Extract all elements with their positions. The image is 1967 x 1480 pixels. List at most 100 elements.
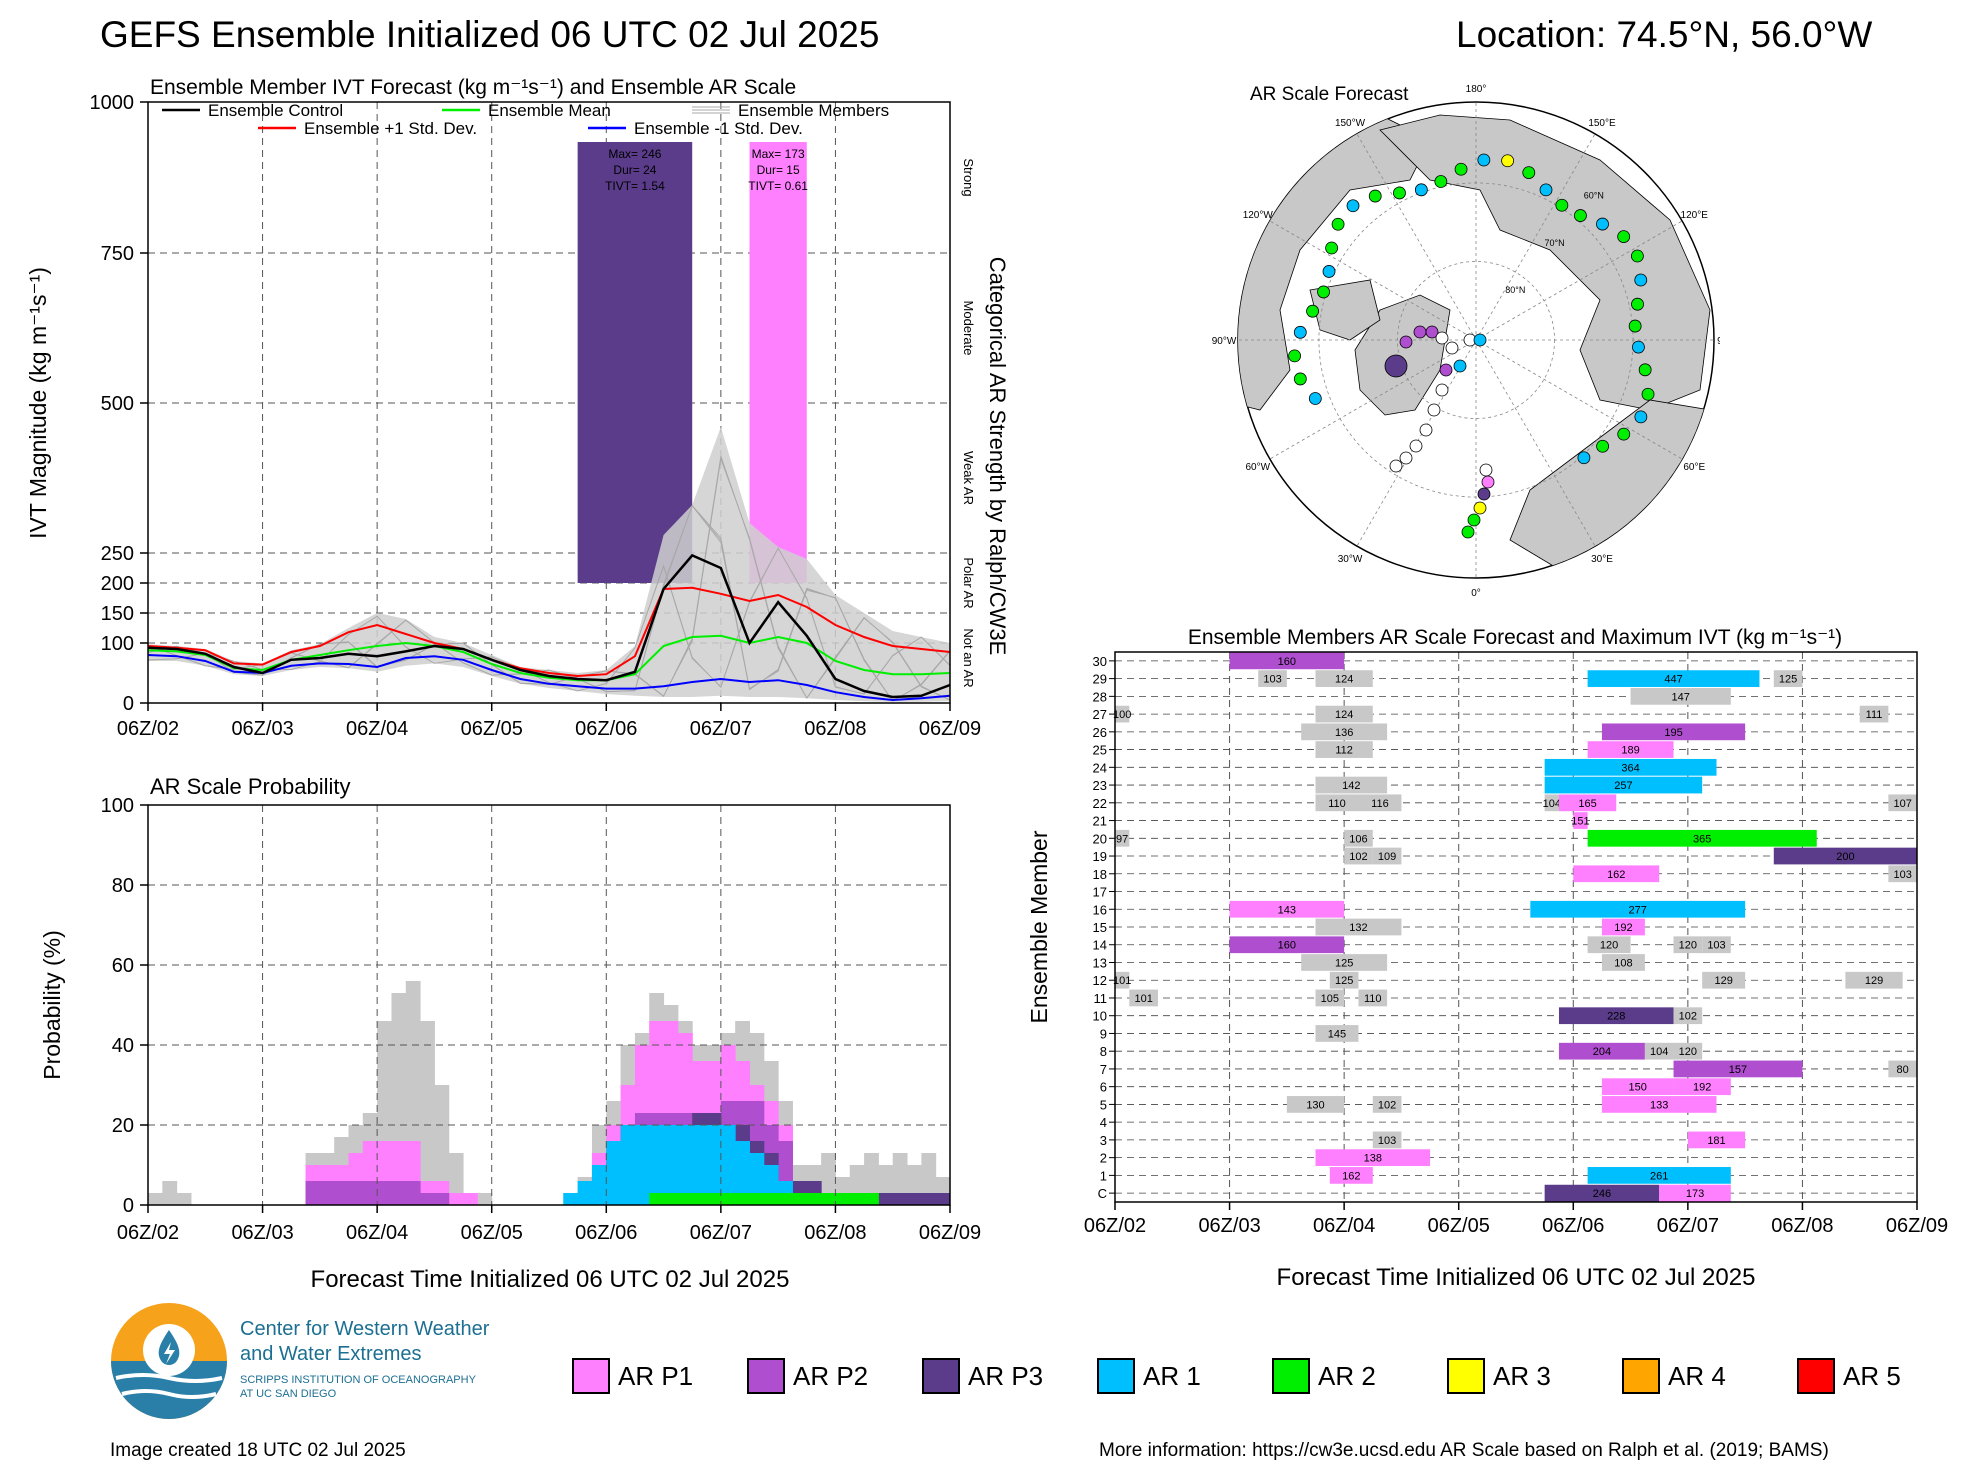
prob-bar	[420, 1021, 435, 1205]
member-max-ivt-label: 195	[1664, 727, 1682, 739]
member-ar-segment	[1673, 1007, 1703, 1025]
member-ar-segment	[1229, 936, 1345, 954]
member-max-ivt-label: 105	[1321, 993, 1339, 1005]
legend-label: AR P3	[968, 1360, 1044, 1391]
ivt-y-tick-label: 100	[101, 633, 134, 655]
member-max-ivt-label: 160	[1278, 940, 1296, 952]
prob-bar	[334, 1181, 349, 1205]
member-x-tick-label: 06Z/04	[1313, 1215, 1375, 1237]
prob-bar	[763, 1193, 779, 1205]
member-y-tick-label: 29	[1093, 672, 1107, 687]
ivt-ar-box	[577, 142, 693, 583]
map-meridian	[1475, 339, 1683, 460]
prob-bar	[319, 1181, 335, 1205]
ivt-legend-label: Ensemble Control	[208, 101, 343, 120]
member-ar-segment	[1358, 989, 1388, 1007]
prob-bar	[935, 1193, 951, 1205]
member-ar-segment	[1773, 847, 1917, 865]
member-ar-segment	[1687, 1131, 1746, 1149]
map-meridian	[1269, 339, 1477, 460]
map-meridian	[1356, 133, 1477, 341]
member-y-tick-label: 30	[1093, 654, 1107, 669]
legend-item-ar-p2: AR P2	[747, 1356, 868, 1396]
member-ar-segment	[1888, 865, 1917, 883]
member-ar-segment	[1888, 1060, 1917, 1078]
map-ensemble-dot	[1435, 383, 1449, 397]
ivt-series-line	[147, 586, 951, 678]
map-lon-label: 30°W	[1338, 554, 1363, 565]
map-lon-label: 180°	[1466, 84, 1487, 95]
member-max-ivt-label: 102	[1378, 1099, 1396, 1111]
legend-label: AR 5	[1843, 1360, 1901, 1391]
member-ar-segment	[1587, 741, 1674, 758]
member-max-ivt-label: 102	[1349, 851, 1367, 863]
member-max-ivt-label: 204	[1593, 1046, 1611, 1058]
map-lon-label: 90°W	[1212, 336, 1237, 347]
org-name-line4: AT UC SAN DIEGO	[240, 1388, 337, 1400]
ivt-title: Ensemble Member IVT Forecast (kg m⁻¹s⁻¹)…	[150, 76, 796, 99]
member-ar-segment	[1659, 1184, 1731, 1202]
image-created: Image created 18 UTC 02 Jul 2025	[110, 1440, 406, 1461]
member-ar-segment	[1702, 971, 1746, 989]
map-title: AR Scale Forecast	[1250, 84, 1409, 105]
map-ensemble-dot	[1454, 162, 1468, 176]
legend-label: AR 4	[1668, 1360, 1726, 1391]
map-ensemble-dot	[1331, 217, 1345, 231]
member-max-ivt-label: 80	[1897, 1064, 1909, 1076]
member-x-label: Forecast Time Initialized 06 UTC 02 Jul …	[1277, 1264, 1756, 1291]
member-max-ivt-label: 106	[1349, 833, 1367, 845]
prob-x-tick-label: 06Z/02	[117, 1222, 179, 1244]
map-ensemble-dot	[1288, 349, 1301, 363]
member-ar-segment	[1601, 1096, 1717, 1113]
member-max-ivt-label: 103	[1707, 940, 1725, 952]
member-max-ivt-label: 160	[1278, 656, 1296, 668]
member-ar-segment	[1301, 723, 1388, 741]
prob-bar	[677, 1193, 693, 1205]
member-ar-segment	[1630, 687, 1731, 705]
member-max-ivt-label: 364	[1621, 762, 1639, 774]
map-ensemble-dot	[1293, 372, 1307, 386]
location-label: Location: 74.5°N, 56.0°W	[1456, 14, 1873, 55]
map-ensemble-dot	[1293, 325, 1307, 339]
member-ar-segment	[1773, 670, 1803, 687]
member-max-ivt-label: 108	[1614, 957, 1632, 969]
prob-bar	[391, 1181, 407, 1205]
map-ensemble-dot	[1522, 166, 1536, 180]
member-max-ivt-label: 228	[1607, 1011, 1625, 1023]
legend-swatch	[1797, 1358, 1835, 1394]
member-y-tick-label: 6	[1100, 1080, 1107, 1095]
member-max-ivt-label: 124	[1335, 709, 1353, 721]
member-ar-segment	[1888, 794, 1917, 812]
ivt-x-tick-label: 06Z/07	[690, 718, 752, 740]
ivt-ar-box-label: TIVT= 0.61	[748, 179, 808, 193]
ivt-y-tick-label: 0	[123, 693, 134, 715]
ivt-legend-label: Ensemble +1 Std. Dev.	[304, 119, 477, 138]
prob-x-tick-label: 06Z/09	[919, 1222, 981, 1244]
member-y-tick-label: 8	[1100, 1044, 1107, 1059]
member-ar-segment	[1344, 829, 1373, 847]
prob-bar	[735, 1141, 750, 1205]
map-ensemble-dot	[1501, 154, 1515, 168]
map-ensemble-dot	[1577, 451, 1591, 465]
prob-bar	[720, 1125, 736, 1205]
ivt-legend-label: Ensemble Mean	[488, 101, 611, 120]
prob-bar	[463, 1193, 478, 1205]
member-ar-segment	[1315, 776, 1388, 794]
member-max-ivt-label: 447	[1664, 674, 1682, 686]
member-ar-segment	[1358, 794, 1402, 812]
member-ar-segment	[1315, 794, 1359, 812]
member-y-tick-label: 1	[1100, 1168, 1107, 1183]
map-meridian	[1475, 133, 1596, 341]
ivt-x-tick-label: 06Z/08	[804, 718, 866, 740]
map-ensemble-dot	[1434, 175, 1448, 188]
map-ensemble-dot	[1631, 297, 1644, 311]
member-max-ivt-label: 102	[1679, 1011, 1697, 1023]
map-ensemble-dot	[1638, 363, 1652, 377]
ivt-category-label: Not an AR	[961, 628, 976, 687]
map-ensemble-dot	[1445, 341, 1459, 355]
ivt-right-label: Categorical AR Strength by Ralph/CW3E	[985, 257, 1010, 656]
member-ar-segment	[1286, 1096, 1345, 1113]
prob-bar	[405, 1181, 421, 1205]
member-x-tick-label: 06Z/09	[1886, 1215, 1948, 1237]
map-ensemble-dot	[1617, 230, 1631, 243]
